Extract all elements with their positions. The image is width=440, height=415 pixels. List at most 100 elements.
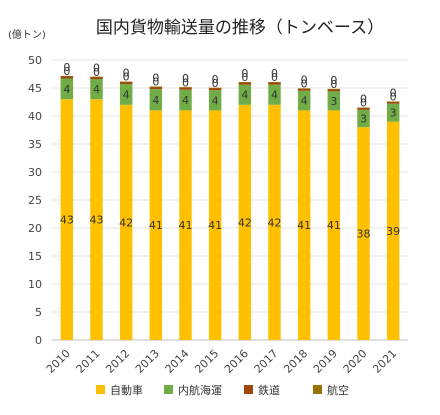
data-label: 0 <box>212 77 219 90</box>
y-tick-label: 15 <box>28 250 42 263</box>
legend-swatch <box>164 385 173 394</box>
y-tick-label: 40 <box>28 110 42 123</box>
data-label: 41 <box>149 219 163 232</box>
y-tick-label: 5 <box>35 306 42 319</box>
data-label: 4 <box>182 94 189 107</box>
data-label: 3 <box>330 95 337 108</box>
data-label: 42 <box>238 216 252 229</box>
legend-label: 鉄道 <box>258 383 280 397</box>
legend-label: 自動車 <box>110 383 143 397</box>
data-label: 0 <box>93 66 100 79</box>
bar-segment <box>327 88 341 92</box>
data-label: 0 <box>301 77 308 90</box>
bar-segment <box>297 88 311 89</box>
x-tick-label: 2016 <box>222 347 251 376</box>
bar-segment <box>297 110 311 341</box>
legend-swatch <box>244 385 253 394</box>
bar-segment <box>119 81 133 83</box>
legend-label: 内航海運 <box>178 383 222 397</box>
bar-segment <box>386 101 400 103</box>
data-label: 0 <box>63 65 70 78</box>
bar-segment <box>60 78 74 100</box>
bar-segment <box>297 88 311 91</box>
data-label: 0 <box>182 72 189 85</box>
data-label: 0 <box>212 73 219 86</box>
y-tick-label: 30 <box>28 166 42 179</box>
x-tick-label: 2010 <box>44 347 73 376</box>
data-label: 0 <box>241 71 248 84</box>
bar-segment <box>149 86 163 88</box>
data-label: 0 <box>182 76 189 89</box>
data-label: 0 <box>301 73 308 86</box>
unit-label: (億トン) <box>8 28 46 41</box>
data-label: 0 <box>241 67 248 80</box>
bar-segment <box>238 82 252 85</box>
bar-segment <box>179 110 192 341</box>
data-label: 42 <box>268 216 282 229</box>
x-tick-label: 2017 <box>252 347 281 376</box>
bar-segment <box>119 84 133 105</box>
bar-segment <box>179 87 192 90</box>
data-label: 4 <box>93 83 100 96</box>
bar-segment <box>357 127 370 340</box>
data-label: 38 <box>357 228 371 241</box>
bar-segment <box>149 110 163 341</box>
data-label: 0 <box>390 86 397 99</box>
data-label: 4 <box>63 83 70 96</box>
y-axis: 0 5 10 15 20 25 30 35 40 45 50 <box>28 54 42 347</box>
bar-segment <box>119 81 133 85</box>
data-label: 41 <box>327 219 341 232</box>
bar-segment <box>327 110 341 341</box>
bar-segment <box>119 104 133 340</box>
y-tick-label: 35 <box>28 138 42 151</box>
data-label: 4 <box>301 95 308 108</box>
bar-segment <box>357 107 370 109</box>
bar-segment <box>60 76 74 79</box>
y-tick-label: 10 <box>28 278 42 291</box>
bar-segment <box>90 99 103 340</box>
data-label: 42 <box>119 216 133 229</box>
bar-segment <box>208 90 222 111</box>
bar-segment <box>268 84 281 105</box>
x-tick-label: 2013 <box>133 347 162 376</box>
chart-title: 国内貨物輸送量の推移（トンベース） <box>96 18 384 38</box>
bar-segment <box>208 87 222 89</box>
data-label: 3 <box>390 107 397 120</box>
bar-segment <box>60 99 74 340</box>
legend: 自動車 内航海運 鉄道 航空 <box>96 383 349 397</box>
data-label: 4 <box>241 89 248 102</box>
data-label: 41 <box>179 219 193 232</box>
x-tick-label: 2019 <box>311 347 340 376</box>
x-tick-label: 2014 <box>163 347 192 376</box>
data-label: 0 <box>390 90 397 103</box>
bar-segment <box>90 76 103 78</box>
data-label: 0 <box>123 71 130 84</box>
bar-segment <box>90 76 103 80</box>
x-tick-label: 2021 <box>370 347 399 376</box>
bar-segment <box>386 101 400 104</box>
data-label: 43 <box>90 214 104 227</box>
bar-segment <box>179 89 192 111</box>
bar-segment <box>179 87 192 88</box>
bar-segment <box>238 82 252 83</box>
bar-segment <box>268 104 281 340</box>
bar-segment <box>327 88 341 90</box>
y-tick-label: 0 <box>35 334 42 347</box>
y-tick-label: 20 <box>28 222 42 235</box>
bar-segment <box>297 90 311 111</box>
bar-segment <box>386 103 400 122</box>
data-label: 0 <box>360 93 367 106</box>
bar-segment <box>208 87 222 91</box>
x-tick-label: 2012 <box>103 347 132 376</box>
x-tick-label: 2018 <box>281 347 310 376</box>
data-label: 0 <box>330 74 337 87</box>
data-label: 4 <box>271 89 278 102</box>
data-labels: 4340043400424004140041400414004240042400… <box>60 61 400 241</box>
bar-segment <box>238 104 252 340</box>
bar-segment <box>327 91 341 111</box>
bar-segment <box>208 110 222 341</box>
y-tick-label: 25 <box>28 194 42 207</box>
bar-segment <box>60 76 74 77</box>
x-tick-label: 2020 <box>341 347 370 376</box>
